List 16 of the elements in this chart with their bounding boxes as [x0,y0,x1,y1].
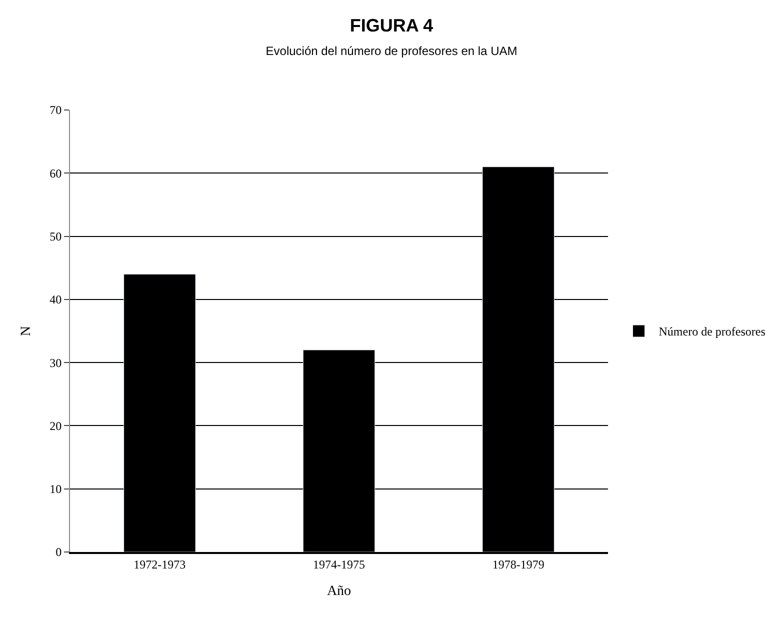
y-tick-label: 30 [50,356,62,370]
chart-title: FIGURA 4 [350,16,434,36]
x-tick-label: 1978-1979 [492,557,544,572]
y-tick-label: 50 [50,229,62,244]
legend-label: Número de profesores [658,324,766,339]
x-tick-label: 1974-1975 [313,557,365,572]
y-tick-label: 40 [50,292,62,307]
x-axis-title: Año [326,584,352,600]
y-tick-label: 60 [50,166,62,180]
y-axis-title: N [19,326,34,336]
chart-subtitle: Evolución del número de profesores en la UAM [266,44,518,58]
y-tick-label: 20 [50,418,62,433]
y-tick-label: 0 [56,545,62,560]
y-tick-label: 70 [50,103,62,118]
x-tick-label: 1972-1973 [134,557,186,572]
y-tick-label: 10 [50,482,62,496]
